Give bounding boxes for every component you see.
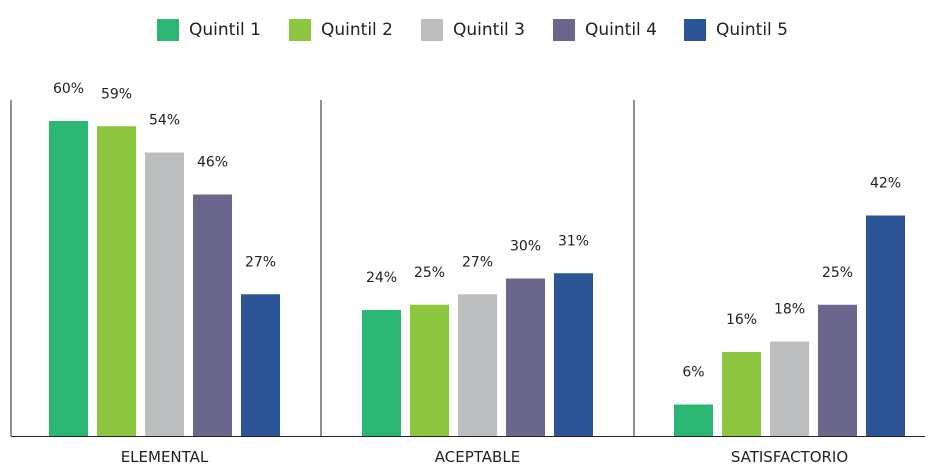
legend-swatch [289, 19, 311, 41]
data-label: 59% [101, 86, 132, 102]
bar [49, 121, 88, 436]
bar [722, 352, 761, 436]
bar [506, 278, 545, 436]
data-label: 18% [774, 302, 805, 318]
legend-item-quintil-5: Quintil 5 [684, 17, 788, 43]
data-label: 27% [462, 254, 493, 270]
bar [145, 152, 184, 436]
bar [458, 294, 497, 436]
legend-item-quintil-2: Quintil 2 [289, 17, 393, 43]
bar [554, 273, 593, 436]
bar [362, 310, 401, 436]
data-label: 16% [726, 312, 757, 328]
bar [674, 404, 713, 436]
legend-swatch [157, 19, 179, 41]
data-label: 54% [149, 113, 180, 129]
chart-legend: Quintil 1 Quintil 2 Quintil 3 Quintil 4 … [0, 17, 935, 43]
legend-swatch [421, 19, 443, 41]
legend-item-quintil-4: Quintil 4 [553, 17, 657, 43]
legend-item-quintil-1: Quintil 1 [157, 17, 261, 43]
data-label: 25% [414, 265, 445, 281]
category-label: SATISFACTORIO [731, 448, 848, 466]
data-label: 31% [558, 233, 589, 249]
bar [193, 194, 232, 436]
data-label: 6% [682, 365, 704, 381]
data-label: 46% [197, 155, 228, 171]
data-label: 25% [822, 265, 853, 281]
legend-label: Quintil 4 [585, 20, 657, 40]
data-label: 24% [366, 270, 397, 286]
bar [241, 294, 280, 436]
data-label: 30% [510, 239, 541, 255]
legend-label: Quintil 1 [189, 20, 261, 40]
bar [866, 215, 905, 436]
category-label: ELEMENTAL [121, 448, 209, 466]
data-label: 60% [53, 81, 84, 97]
data-label: 42% [870, 176, 901, 192]
category-label: ACEPTABLE [435, 448, 520, 466]
bar [818, 304, 857, 436]
legend-label: Quintil 3 [453, 20, 525, 40]
bar [410, 304, 449, 436]
bar [97, 126, 136, 436]
legend-label: Quintil 5 [716, 20, 788, 40]
legend-swatch [684, 19, 706, 41]
legend-swatch [553, 19, 575, 41]
bar [770, 341, 809, 436]
legend-item-quintil-3: Quintil 3 [421, 17, 525, 43]
data-label: 27% [245, 254, 276, 270]
legend-label: Quintil 2 [321, 20, 393, 40]
